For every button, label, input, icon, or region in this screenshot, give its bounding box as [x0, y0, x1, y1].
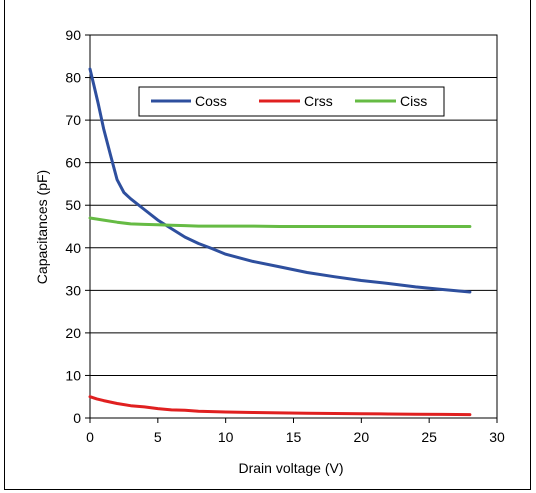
- x-tick-label: 30: [489, 429, 505, 445]
- y-axis-label: Capacitances (pF): [34, 170, 50, 284]
- y-tick-label: 20: [65, 325, 81, 341]
- x-tick-label: 5: [154, 429, 162, 445]
- series-line-crss: [88, 395, 472, 417]
- x-tick-label: 25: [421, 429, 437, 445]
- y-tick-label: 70: [65, 112, 81, 128]
- y-tick-label: 40: [65, 240, 81, 256]
- x-tick-label: 15: [286, 429, 302, 445]
- series-line-coss: [88, 67, 472, 294]
- legend: Coss Crss Ciss: [138, 86, 445, 117]
- x-axis-label: Drain voltage (V): [238, 460, 343, 476]
- series-line-ciss: [88, 216, 472, 228]
- y-tick-label: 30: [65, 282, 81, 298]
- x-axis-ticks: 0 5 10 15 20 25 30: [86, 418, 505, 445]
- y-axis-ticks: 0 10 20 30 40 50 60 70 80 90: [65, 27, 90, 426]
- gridlines: [90, 77, 497, 376]
- y-tick-label: 10: [65, 367, 81, 383]
- legend-label-crss: Crss: [304, 93, 333, 109]
- series-lines: [88, 67, 472, 417]
- y-tick-label: 80: [65, 70, 81, 86]
- x-tick-label: 0: [86, 429, 94, 445]
- legend-label-ciss: Ciss: [400, 93, 427, 109]
- x-tick-label: 20: [354, 429, 370, 445]
- y-tick-label: 90: [65, 27, 81, 43]
- y-tick-label: 50: [65, 197, 81, 213]
- y-tick-label: 60: [65, 155, 81, 171]
- y-tick-label: 0: [73, 410, 81, 426]
- x-tick-label: 10: [218, 429, 234, 445]
- legend-label-coss: Coss: [195, 93, 227, 109]
